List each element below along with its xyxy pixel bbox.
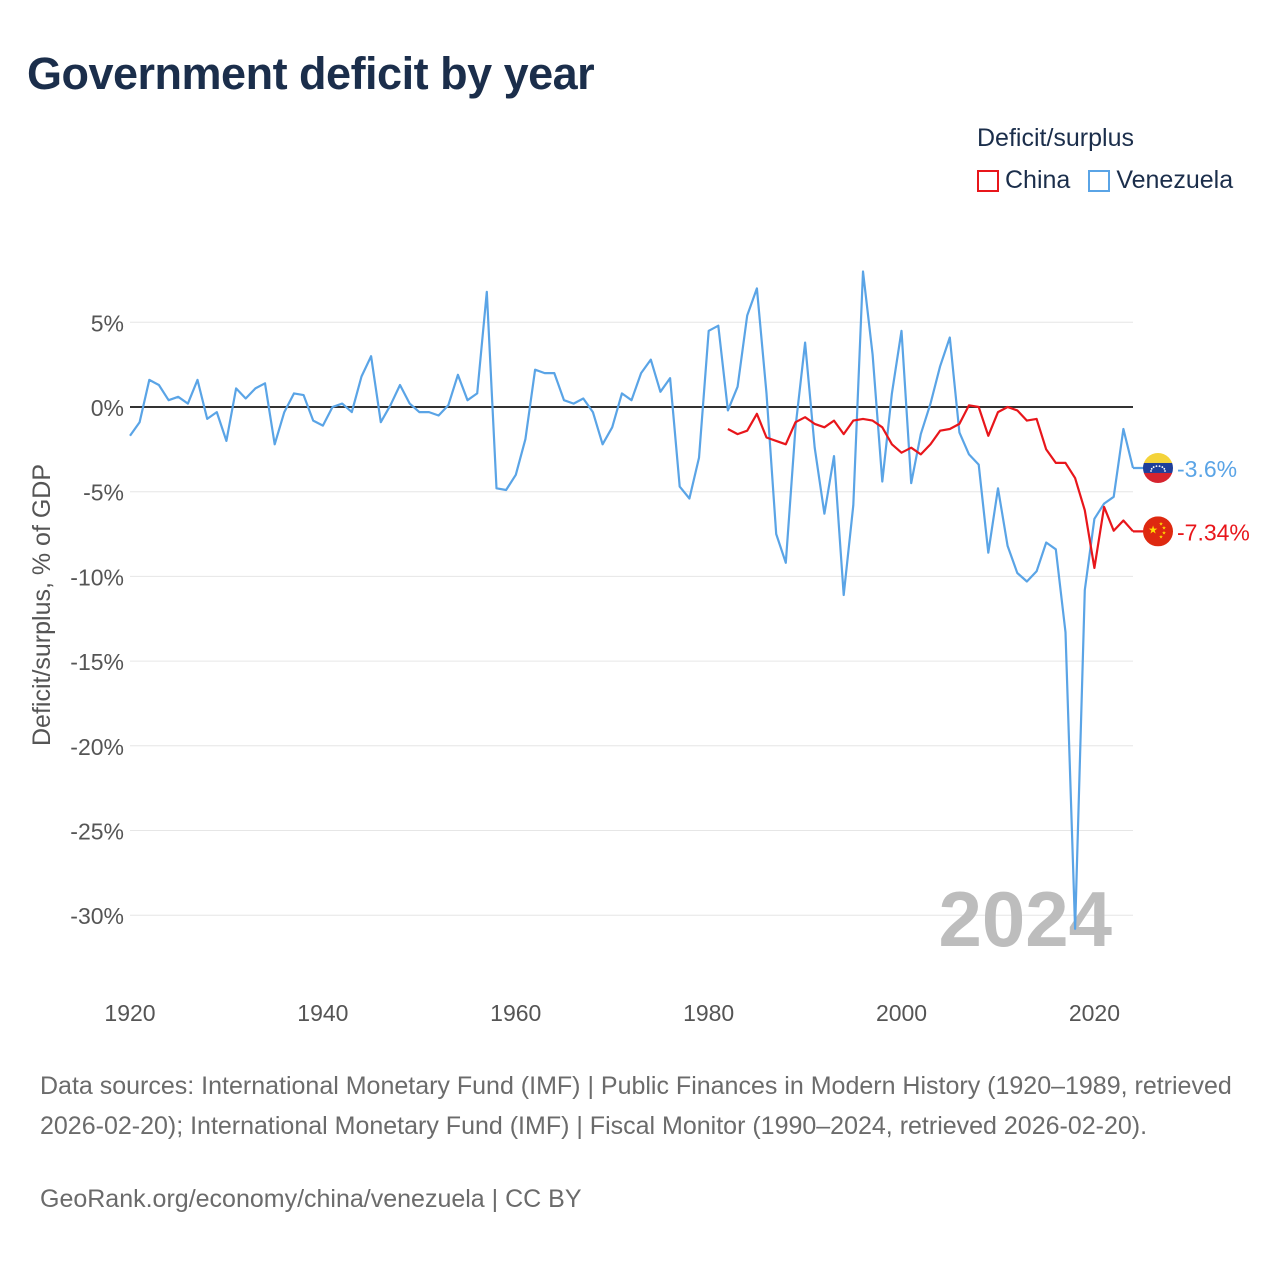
end-label-venezuela: -3.6%	[1177, 456, 1237, 482]
legend: China Venezuela	[977, 166, 1251, 195]
series-line-china[interactable]	[727, 404, 1134, 570]
gridlines	[130, 321, 1133, 916]
x-tick-label: 2020	[1069, 1000, 1120, 1026]
x-axis-ticks: 1920 1940 1960 1980 2000 2020	[104, 1000, 1120, 1026]
y-tick-label: -10%	[70, 564, 124, 590]
x-tick-label: 1980	[683, 1000, 734, 1026]
x-tick-label: 2000	[876, 1000, 927, 1026]
legend-label-venezuela: Venezuela	[1116, 166, 1234, 194]
legend-label-china: China	[1005, 166, 1071, 194]
series-line-venezuela[interactable]	[129, 270, 1135, 930]
chart: 5% 0% -5% -10% -15% -20% -25% -30% 1920 1940 1960…	[28, 270, 1250, 1026]
credit-link[interactable]: GeoRank.org/economy/china/venezuela | CC…	[40, 1185, 582, 1213]
data-sources: Data sources: International Monetary Fun…	[40, 1072, 1232, 1140]
page-title: Government deficit by year	[27, 48, 595, 99]
y-tick-label: -5%	[83, 480, 124, 506]
y-tick-label: 5%	[91, 310, 124, 336]
x-tick-label: 1960	[490, 1000, 541, 1026]
china-flag-icon: ★ ★★★★	[1143, 516, 1173, 547]
svg-text:★: ★	[1162, 525, 1167, 531]
y-axis-label: Deficit/surplus, % of GDP	[28, 464, 56, 746]
legend-swatch-china	[977, 169, 999, 192]
svg-text:★: ★	[1148, 523, 1158, 536]
svg-text:★: ★	[1159, 521, 1164, 527]
year-watermark: 2024	[938, 875, 1112, 963]
y-tick-label: -15%	[70, 649, 124, 675]
y-tick-label: -25%	[70, 819, 124, 845]
y-axis-ticks: 5% 0% -5% -10% -15% -20% -25% -30%	[70, 310, 124, 929]
end-label-china: -7.34%	[1177, 519, 1250, 545]
svg-text:★: ★	[1159, 534, 1164, 540]
legend-title: Deficit/surplus	[977, 124, 1134, 152]
y-tick-label: -30%	[70, 903, 124, 929]
y-tick-label: -20%	[70, 734, 124, 760]
legend-item-china[interactable]: China	[977, 166, 1070, 195]
y-tick-label: 0%	[91, 395, 124, 421]
legend-item-venezuela[interactable]: Venezuela	[1088, 166, 1233, 195]
legend-swatch-venezuela	[1088, 169, 1111, 192]
venezuela-flag-icon	[1143, 452, 1173, 483]
end-markers: -3.6%★ ★★★★ -7.34%	[1133, 452, 1250, 547]
x-tick-label: 1920	[104, 1000, 155, 1026]
svg-text:★: ★	[1162, 530, 1167, 536]
x-tick-label: 1940	[297, 1000, 348, 1026]
series-lines	[129, 270, 1135, 930]
